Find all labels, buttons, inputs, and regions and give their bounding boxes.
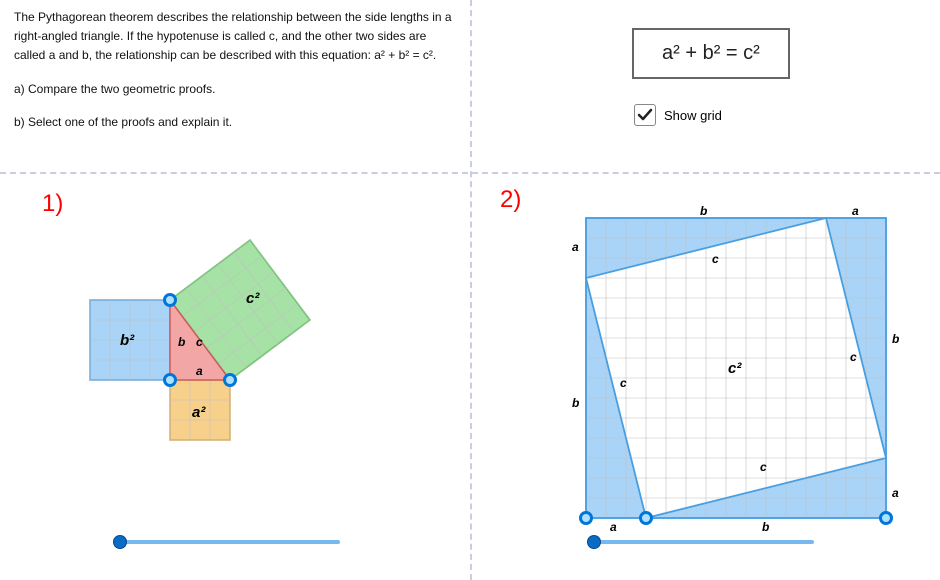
label-a: a (196, 364, 203, 378)
slider-thumb[interactable] (587, 535, 601, 549)
slider-track (120, 540, 340, 544)
drag-handle[interactable] (163, 373, 177, 387)
label-a-squared: a² (192, 404, 205, 421)
drag-handle[interactable] (879, 511, 893, 525)
label-b-left: b (572, 396, 579, 410)
slider-thumb[interactable] (113, 535, 127, 549)
drag-handle[interactable] (639, 511, 653, 525)
drag-handle[interactable] (163, 293, 177, 307)
show-grid-checkbox[interactable] (634, 104, 656, 126)
show-grid-control: Show grid (634, 104, 722, 126)
equation-text: a² + b² = c² (662, 42, 760, 64)
label-b: b (178, 335, 185, 349)
equation-box: a² + b² = c² (632, 28, 790, 79)
label-a-left: a (572, 240, 579, 254)
intro-paragraph: The Pythagorean theorem describes the re… (14, 8, 454, 66)
proof-1-slider[interactable] (120, 540, 340, 546)
show-grid-label: Show grid (664, 108, 722, 123)
label-c-squared-2: c² (728, 360, 741, 377)
check-icon (637, 107, 653, 123)
drag-handle[interactable] (223, 373, 237, 387)
label-b-right: b (892, 332, 899, 346)
proof-2-slider[interactable] (594, 540, 814, 546)
task-a: a) Compare the two geometric proofs. (14, 80, 454, 99)
label-a-top: a (852, 204, 859, 218)
label-c-squared: c² (246, 290, 259, 307)
label-c-2: c (850, 350, 857, 364)
label-b-squared: b² (120, 332, 134, 349)
label-b-top: b (700, 204, 707, 218)
proof-2-diagram[interactable] (470, 172, 940, 572)
label-c-4: c (620, 376, 627, 390)
label-c: c (196, 335, 203, 349)
label-b-bottom: b (762, 520, 769, 534)
description-text: The Pythagorean theorem describes the re… (14, 8, 454, 146)
slider-track (594, 540, 814, 544)
drag-handle[interactable] (579, 511, 593, 525)
label-a-right: a (892, 486, 899, 500)
label-c-3: c (760, 460, 767, 474)
proof-1-diagram[interactable] (0, 172, 470, 572)
task-b: b) Select one of the proofs and explain … (14, 113, 454, 132)
label-a-bottom: a (610, 520, 617, 534)
label-c-1: c (712, 252, 719, 266)
